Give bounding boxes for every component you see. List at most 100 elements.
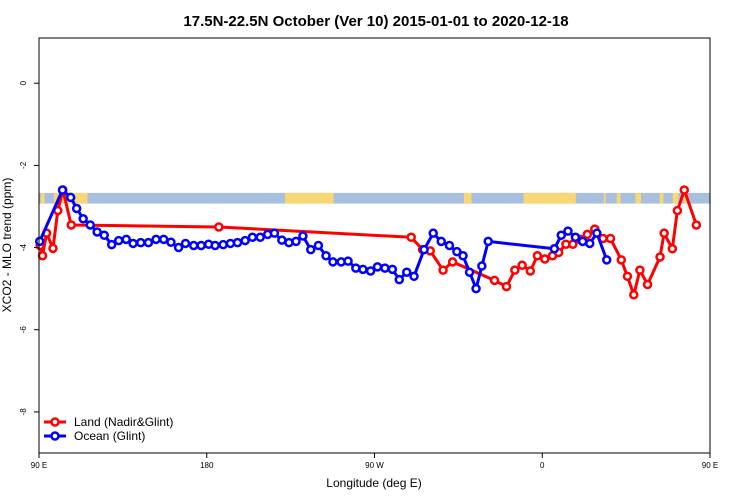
data-point	[37, 251, 48, 261]
data-point	[525, 266, 536, 276]
data-point	[106, 239, 117, 250]
data-point	[128, 238, 138, 249]
data-point	[365, 266, 376, 276]
land-segment	[635, 192, 642, 204]
data-point	[489, 275, 500, 286]
data-point	[501, 281, 512, 292]
x-tick-label: 90 W	[365, 461, 384, 470]
y-tick-label: -4	[19, 243, 28, 251]
data-point	[428, 228, 438, 238]
data-point	[114, 235, 124, 246]
data-point	[121, 234, 131, 245]
data-point	[99, 230, 109, 240]
data-point	[458, 251, 468, 261]
land-segment	[40, 192, 45, 204]
data-point	[406, 232, 416, 243]
land-ocean-strip	[39, 192, 710, 204]
data-point	[447, 257, 458, 267]
data-point	[409, 271, 419, 282]
data-point	[180, 238, 191, 249]
data-point	[66, 220, 76, 230]
data-point	[358, 264, 368, 275]
data-point	[48, 243, 58, 254]
legend-marker	[50, 431, 60, 441]
x-tick-label: 0	[540, 461, 545, 470]
data-point	[214, 222, 224, 232]
y-tick-label: -8	[19, 408, 28, 416]
data-point	[351, 263, 361, 273]
data-point	[321, 251, 331, 261]
legend-label: Ocean (Glint)	[74, 429, 145, 443]
data-point	[635, 265, 645, 275]
legend-label: Land (Nadir&Glint)	[74, 415, 173, 429]
chart-title: 17.5N-22.5N October (Ver 10) 2015-01-01 …	[183, 13, 568, 30]
legend-marker	[50, 417, 60, 427]
data-point	[601, 255, 612, 265]
data-point	[151, 234, 161, 245]
y-axis: 0 -2 -4 -6 -8	[19, 80, 39, 415]
data-point	[464, 267, 475, 277]
data-point	[592, 228, 602, 238]
data-point	[691, 220, 702, 230]
land-segment	[523, 192, 576, 204]
land-segment	[672, 192, 679, 204]
data-point	[232, 237, 243, 248]
data-point	[188, 240, 199, 251]
data-point	[92, 227, 102, 237]
data-point	[143, 237, 154, 248]
data-point	[78, 214, 88, 224]
data-point	[269, 228, 280, 238]
data-point	[284, 237, 294, 248]
series-ocean	[34, 185, 612, 294]
data-point	[622, 271, 633, 282]
data-point	[380, 263, 390, 273]
land-segment	[616, 192, 621, 204]
land-segment	[603, 192, 606, 204]
data-point	[196, 240, 206, 251]
data-point	[616, 255, 627, 265]
data-point	[452, 246, 462, 257]
data-point	[672, 205, 683, 216]
data-point	[436, 236, 446, 247]
data-point	[659, 228, 669, 238]
x-tick-label: 90 E	[702, 461, 718, 470]
land-segment	[285, 192, 334, 204]
data-point	[71, 203, 82, 214]
series-layer	[34, 185, 702, 300]
x-tick-label: 90 E	[31, 461, 47, 470]
data-point	[444, 240, 455, 251]
data-point	[306, 244, 316, 255]
data-point	[667, 244, 678, 254]
data-point	[255, 232, 265, 243]
data-point	[210, 240, 220, 251]
data-point	[438, 265, 448, 275]
data-point	[477, 261, 487, 271]
data-point	[540, 254, 550, 264]
ocean-strip	[39, 192, 710, 204]
legend: Land (Nadir&Glint)Ocean (Glint)	[44, 415, 173, 443]
data-point	[642, 279, 653, 290]
data-point	[582, 229, 593, 240]
data-point	[471, 283, 481, 294]
data-point	[387, 264, 398, 275]
y-tick-label: 0	[19, 80, 28, 85]
data-point	[517, 260, 527, 270]
data-point	[605, 233, 616, 244]
data-point	[401, 267, 412, 277]
data-point	[313, 240, 324, 251]
data-point	[158, 234, 169, 245]
data-point	[136, 237, 146, 248]
data-point	[34, 236, 45, 247]
data-point	[556, 230, 567, 240]
data-point	[65, 192, 76, 203]
data-point	[629, 290, 639, 300]
data-point	[419, 244, 429, 255]
data-point	[372, 262, 383, 272]
data-point	[57, 185, 68, 195]
data-point	[510, 265, 520, 275]
data-point	[570, 232, 581, 243]
data-point	[173, 242, 184, 253]
y-axis-label: XCO2 - MLO trend (ppm)	[0, 178, 14, 313]
data-point	[218, 239, 228, 250]
